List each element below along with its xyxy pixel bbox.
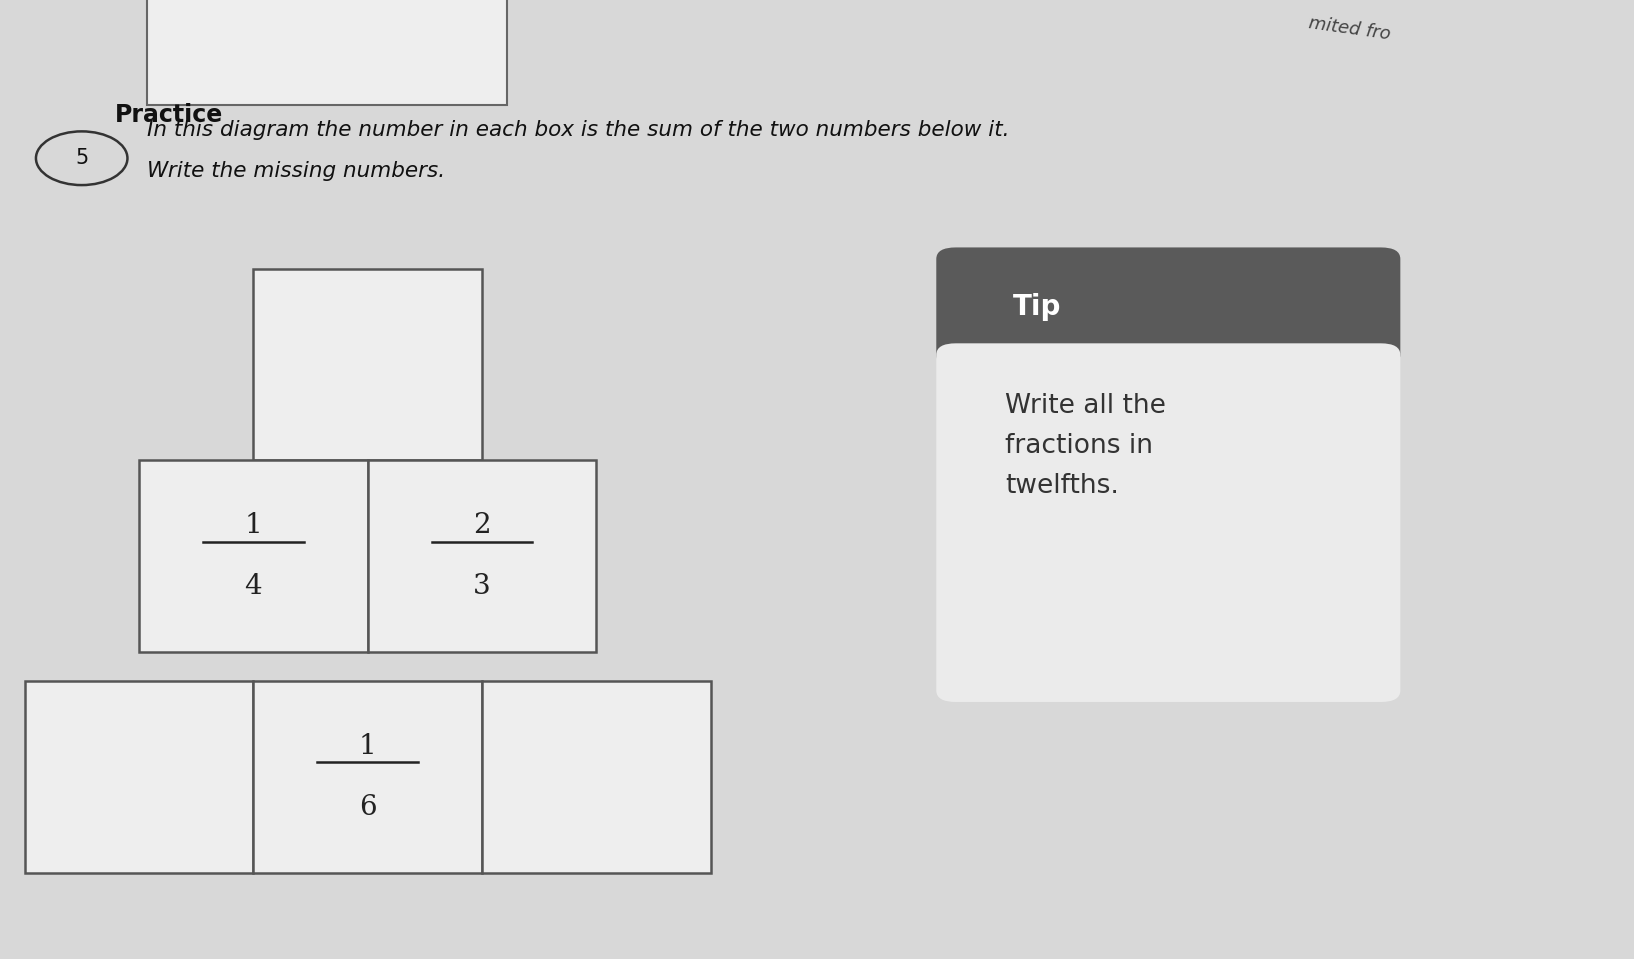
Bar xyxy=(253,681,482,873)
Bar xyxy=(25,681,253,873)
FancyBboxPatch shape xyxy=(936,247,1400,366)
Text: 1: 1 xyxy=(245,512,261,539)
Text: Practice: Practice xyxy=(114,103,222,127)
Text: 6: 6 xyxy=(359,794,376,821)
Circle shape xyxy=(36,131,127,185)
FancyBboxPatch shape xyxy=(936,343,1400,702)
Text: mited fro: mited fro xyxy=(1307,14,1392,44)
Bar xyxy=(482,681,711,873)
Text: Write all the
fractions in
twelfths.: Write all the fractions in twelfths. xyxy=(1005,393,1165,500)
Bar xyxy=(368,460,596,652)
Bar xyxy=(147,0,507,105)
Text: 5: 5 xyxy=(75,149,88,168)
Text: Write the missing numbers.: Write the missing numbers. xyxy=(147,161,444,181)
Text: 4: 4 xyxy=(245,573,261,600)
Text: 1: 1 xyxy=(359,733,376,760)
Bar xyxy=(964,350,1373,379)
Text: 3: 3 xyxy=(474,573,490,600)
Text: In this diagram the number in each box is the sum of the two numbers below it.: In this diagram the number in each box i… xyxy=(147,120,1010,140)
Bar xyxy=(253,269,482,460)
Bar xyxy=(139,460,368,652)
Text: Tip: Tip xyxy=(1013,292,1062,321)
Text: 2: 2 xyxy=(474,512,490,539)
